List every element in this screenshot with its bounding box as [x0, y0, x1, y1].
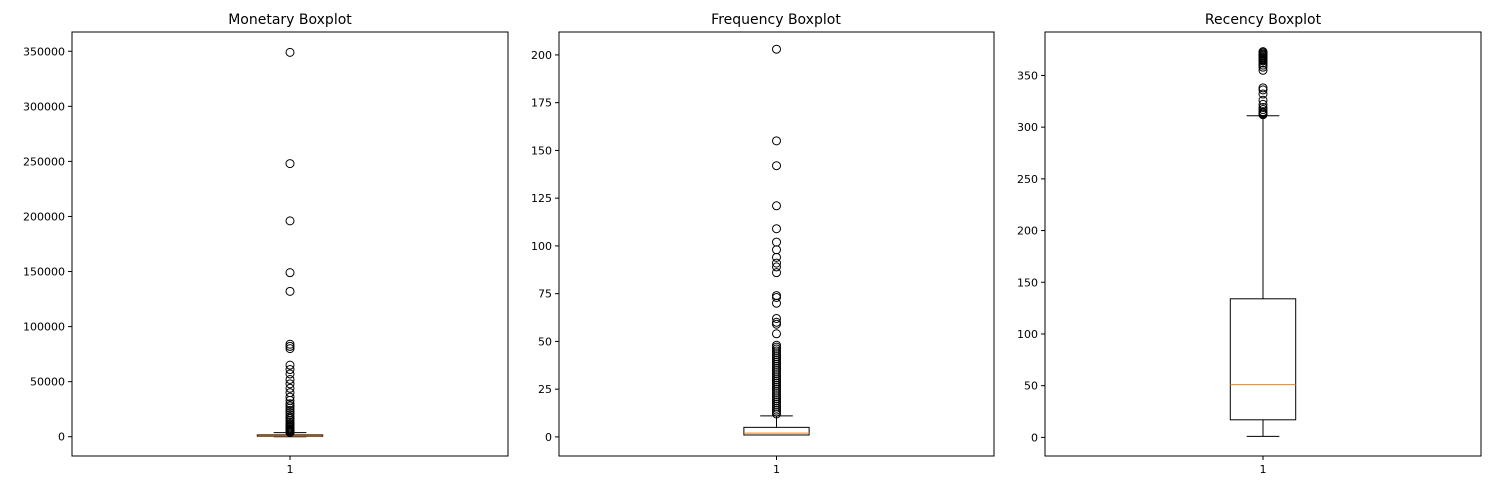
outlier-point [772, 291, 781, 301]
outlier-point [1258, 95, 1268, 105]
y-tick-label: 0 [545, 431, 552, 444]
y-tick-label: 200000 [23, 210, 65, 223]
y-tick-label: 100000 [23, 321, 65, 334]
outlier-point [285, 374, 295, 384]
iqr-box [1229, 298, 1297, 421]
outlier-point [772, 292, 781, 302]
outlier-point [1258, 102, 1268, 112]
y-tick-label: 25 [538, 383, 552, 396]
frequency-boxplot: Frequency Boxplot 0 25 50 75 100 125 150 175 200… [531, 12, 995, 476]
chart-title: Monetary Boxplot [228, 12, 352, 28]
outlier-point [285, 379, 295, 389]
outlier-point [772, 44, 781, 54]
y-tick-label: 75 [538, 288, 552, 301]
outlier-point [285, 392, 295, 402]
y-tick-label: 150000 [23, 266, 65, 279]
outlier-point [285, 339, 295, 349]
y-tick-label: 150 [1017, 276, 1038, 289]
recency-boxplot: Recency Boxplot 0 50 100 150 200 250 300 350 1 [1017, 12, 1482, 476]
y-tick-label: 200 [531, 49, 552, 62]
outlier-point [772, 161, 781, 171]
outlier-point [1258, 83, 1268, 93]
outlier-point [285, 427, 295, 437]
outlier-point [285, 403, 295, 413]
iqr-box [743, 426, 810, 436]
outlier-point [1258, 85, 1268, 95]
outlier-point [285, 268, 295, 278]
outlier-point [772, 252, 781, 262]
outlier-point [1258, 62, 1268, 72]
outlier-point [772, 201, 781, 211]
y-tick-label: 100 [1017, 328, 1038, 341]
outlier-point [772, 329, 781, 339]
outlier-point [1258, 110, 1268, 120]
y-tick-label: 50 [538, 335, 552, 348]
y-tick-label: 50 [1024, 380, 1038, 393]
outlier-point [285, 341, 295, 351]
outlier-point [772, 409, 781, 419]
outlier-point [772, 258, 781, 268]
y-tick-label: 250 [1017, 173, 1038, 186]
y-tick-label: 350000 [23, 45, 65, 58]
y-tick-label: 100 [531, 240, 552, 253]
outlier-point [285, 360, 295, 370]
monetary-boxplot: Monetary Boxplot 0 50000 100000 150000 20000… [23, 12, 509, 476]
outlier-point [772, 319, 781, 329]
y-tick-label: 350 [1017, 69, 1038, 82]
x-tick-label: 1 [773, 463, 780, 476]
outlier-point [772, 136, 781, 146]
y-tick-label: 175 [531, 97, 552, 110]
outlier-point [285, 365, 295, 375]
outlier-point [285, 401, 295, 411]
chart-title: Frequency Boxplot [711, 12, 841, 28]
outlier-point [285, 286, 295, 296]
outlier-point [772, 298, 781, 308]
outlier-point [285, 410, 295, 420]
y-tick-label: 250000 [23, 155, 65, 168]
outlier-point [285, 399, 295, 409]
outlier-point [772, 224, 781, 234]
outlier-point [772, 268, 781, 278]
y-tick-label: 0 [1031, 431, 1038, 444]
outlier-point [1258, 65, 1268, 75]
y-tick-label: 0 [58, 431, 65, 444]
x-tick-label: 1 [1260, 463, 1267, 476]
outlier-point [772, 245, 781, 255]
outlier-point [285, 216, 295, 226]
outlier-point [772, 262, 781, 272]
outlier-point [285, 383, 295, 393]
outlier-point [1258, 105, 1268, 115]
outlier-point [285, 159, 295, 169]
outlier-point [285, 47, 295, 57]
y-tick-label: 300 [1017, 121, 1038, 134]
y-tick-label: 50000 [30, 376, 65, 389]
y-tick-label: 300000 [23, 100, 65, 113]
y-tick-label: 125 [531, 192, 552, 205]
outlier-point [285, 344, 295, 354]
outlier-point [772, 313, 781, 323]
y-tick-label: 200 [1017, 225, 1038, 238]
y-tick-label: 150 [531, 144, 552, 157]
outlier-point [1258, 60, 1268, 70]
outlier-point [1258, 58, 1268, 68]
outlier-point [1258, 56, 1268, 66]
chart-title: Recency Boxplot [1205, 12, 1322, 28]
outlier-point [772, 237, 781, 247]
x-tick-label: 1 [287, 463, 294, 476]
outlier-point [1258, 89, 1268, 99]
outlier-point [285, 369, 295, 379]
